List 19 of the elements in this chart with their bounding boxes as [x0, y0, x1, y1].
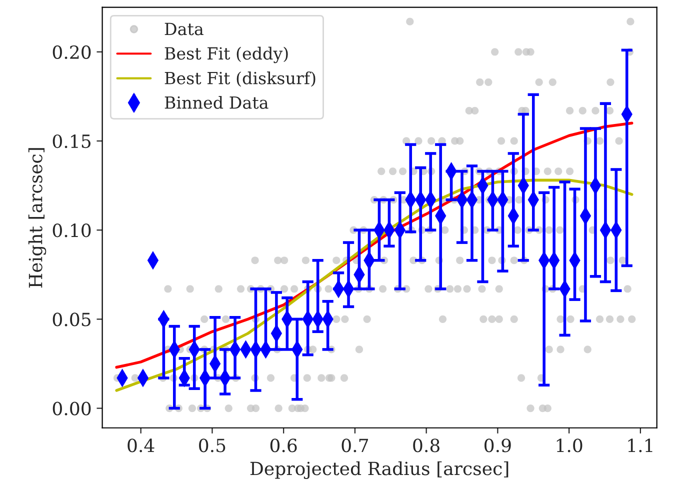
y-tick-label: 0.05	[52, 312, 90, 326]
x-tick-label: 0.7	[342, 438, 368, 452]
y-tick-label: 0.15	[52, 134, 90, 148]
x-tick-label: 1.0	[556, 438, 582, 452]
legend-label: Binned Data	[164, 96, 268, 109]
x-tick-label: 0.4	[128, 438, 154, 452]
legend-label: Best Fit (eddy)	[164, 46, 288, 64]
y-tick-label: 0.10	[52, 224, 91, 238]
y-tick-label: 0.00	[52, 402, 91, 416]
y-tick-label: 0.20	[52, 45, 91, 59]
x-tick-label: 1.1	[628, 438, 652, 452]
y-axis-title: Height [arcsec]	[28, 148, 46, 288]
x-tick-label: 0.8	[413, 438, 440, 452]
legend-label: Data	[164, 22, 204, 36]
x-tick-label: 0.6	[270, 438, 297, 452]
x-tick-label: 0.5	[199, 438, 226, 452]
x-axis-title: Deprojected Radius [arcsec]	[250, 461, 508, 480]
x-tick-label: 0.9	[484, 438, 511, 452]
legend-label: Best Fit (disksurf)	[164, 72, 316, 87]
